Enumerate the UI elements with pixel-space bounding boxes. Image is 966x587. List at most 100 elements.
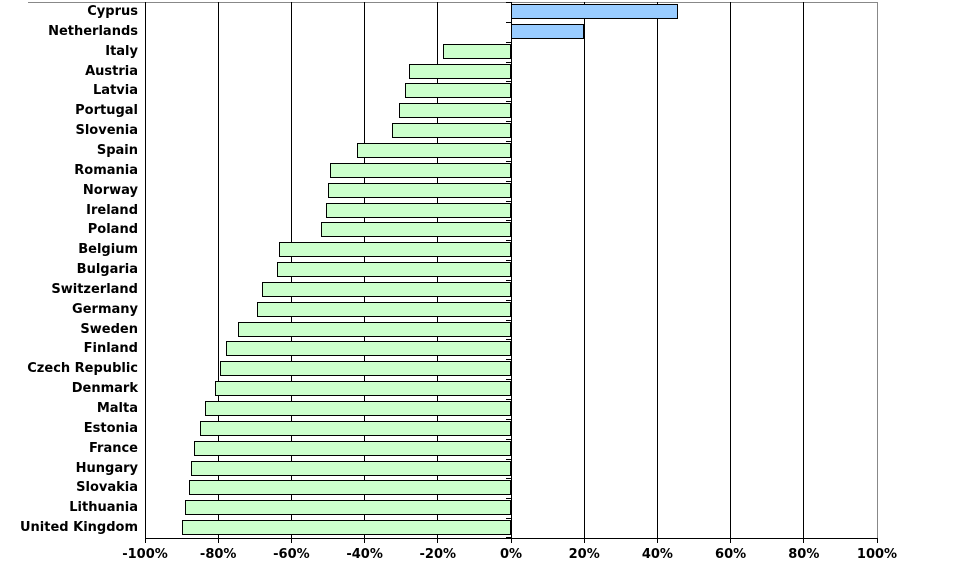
category-tick-mark — [505, 419, 511, 420]
bar-latvia — [404, 83, 511, 99]
category-label: Estonia — [83, 420, 138, 436]
category-tick-mark — [505, 141, 511, 142]
category-label: Belgium — [78, 242, 138, 258]
category-label: Italy — [105, 43, 138, 59]
x-tick-label: 0% — [499, 547, 523, 562]
x-axis-tick-mark — [803, 538, 805, 543]
bar-romania — [329, 162, 511, 178]
gridline — [217, 2, 219, 538]
category-label: Switzerland — [51, 281, 138, 297]
chart-frame-right — [877, 2, 878, 538]
gridline — [583, 2, 585, 538]
bar-poland — [320, 222, 511, 238]
category-tick-mark — [505, 62, 511, 63]
category-axis-line — [510, 2, 512, 538]
x-tick-label: 100% — [856, 547, 898, 562]
category-label: Cyprus — [87, 4, 138, 19]
bar-switzerland — [262, 281, 511, 297]
category-tick-mark — [505, 320, 511, 321]
category-label: Portugal — [75, 103, 138, 119]
category-tick-mark — [505, 537, 511, 538]
category-tick-mark — [505, 339, 511, 340]
category-tick-mark — [505, 399, 511, 400]
category-label: Lithuania — [69, 500, 138, 516]
bar-lithuania — [185, 500, 511, 516]
bar-austria — [408, 63, 511, 79]
gridline — [803, 2, 805, 538]
bar-italy — [443, 43, 511, 59]
category-tick-mark — [505, 161, 511, 162]
category-tick-mark — [505, 379, 511, 380]
category-tick-mark — [505, 518, 511, 519]
category-label: Spain — [96, 142, 138, 158]
plot-area — [144, 2, 878, 543]
bar-germany — [256, 301, 511, 317]
x-axis-tick-mark — [217, 538, 219, 543]
category-tick-mark — [505, 42, 511, 43]
bar-belgium — [278, 242, 511, 258]
x-axis-tick-mark — [364, 538, 366, 543]
gridline — [730, 2, 732, 538]
category-tick-mark — [505, 101, 511, 102]
category-tick-mark — [505, 22, 511, 23]
category-label: Poland — [87, 222, 138, 238]
category-label: Germany — [72, 301, 138, 317]
category-label: Ireland — [86, 202, 138, 218]
chart-frame-top — [28, 2, 878, 3]
bar-norway — [328, 182, 511, 198]
bar-cyprus — [511, 4, 678, 19]
category-label: Finland — [83, 341, 138, 357]
category-tick-mark — [505, 220, 511, 221]
bar-finland — [225, 341, 511, 357]
x-tick-label: -20% — [419, 547, 457, 562]
category-label: Slovakia — [76, 480, 138, 496]
category-label: France — [88, 440, 138, 456]
category-label: Sweden — [80, 321, 138, 337]
category-label: United Kingdom — [19, 520, 138, 536]
category-label: Romania — [74, 162, 138, 178]
bar-united-kingdom — [181, 520, 511, 536]
category-label: Czech Republic — [27, 361, 138, 377]
category-tick-mark — [505, 81, 511, 82]
x-axis-tick-mark — [730, 538, 732, 543]
category-tick-mark — [505, 121, 511, 122]
category-tick-mark — [505, 181, 511, 182]
x-axis-tick-mark — [437, 538, 439, 543]
x-tick-label: 80% — [788, 547, 820, 562]
x-axis-tick-mark — [876, 538, 878, 543]
gridline — [144, 2, 146, 538]
category-label: Denmark — [71, 381, 138, 397]
bar-france — [194, 440, 511, 456]
gridline — [656, 2, 658, 538]
bar-bulgaria — [276, 262, 511, 278]
category-tick-mark — [505, 478, 511, 479]
x-tick-label: -40% — [346, 547, 383, 562]
category-label: Malta — [96, 401, 138, 417]
bar-slovenia — [392, 123, 511, 139]
x-tick-label: 60% — [715, 547, 747, 562]
x-tick-label: 20% — [568, 547, 600, 562]
x-tick-label: -60% — [273, 547, 310, 562]
category-tick-mark — [505, 300, 511, 301]
category-tick-mark — [505, 359, 511, 360]
x-tick-label: -80% — [199, 547, 237, 562]
bar-malta — [205, 401, 511, 417]
x-axis-tick-mark — [656, 538, 658, 543]
bar-denmark — [214, 381, 511, 397]
category-tick-mark — [505, 260, 511, 261]
bar-netherlands — [511, 23, 585, 39]
category-label: Latvia — [93, 83, 138, 99]
category-label: Slovenia — [75, 123, 138, 139]
category-tick-mark — [505, 498, 511, 499]
x-tick-label: 40% — [641, 547, 673, 562]
bar-portugal — [399, 103, 511, 119]
bar-slovakia — [188, 480, 511, 496]
bar-estonia — [199, 420, 511, 436]
bar-hungary — [190, 460, 511, 476]
bar-ireland — [326, 202, 511, 218]
category-tick-mark — [505, 240, 511, 241]
category-label: Bulgaria — [76, 262, 138, 278]
bar-spain — [357, 142, 511, 158]
category-label: Austria — [85, 63, 138, 79]
